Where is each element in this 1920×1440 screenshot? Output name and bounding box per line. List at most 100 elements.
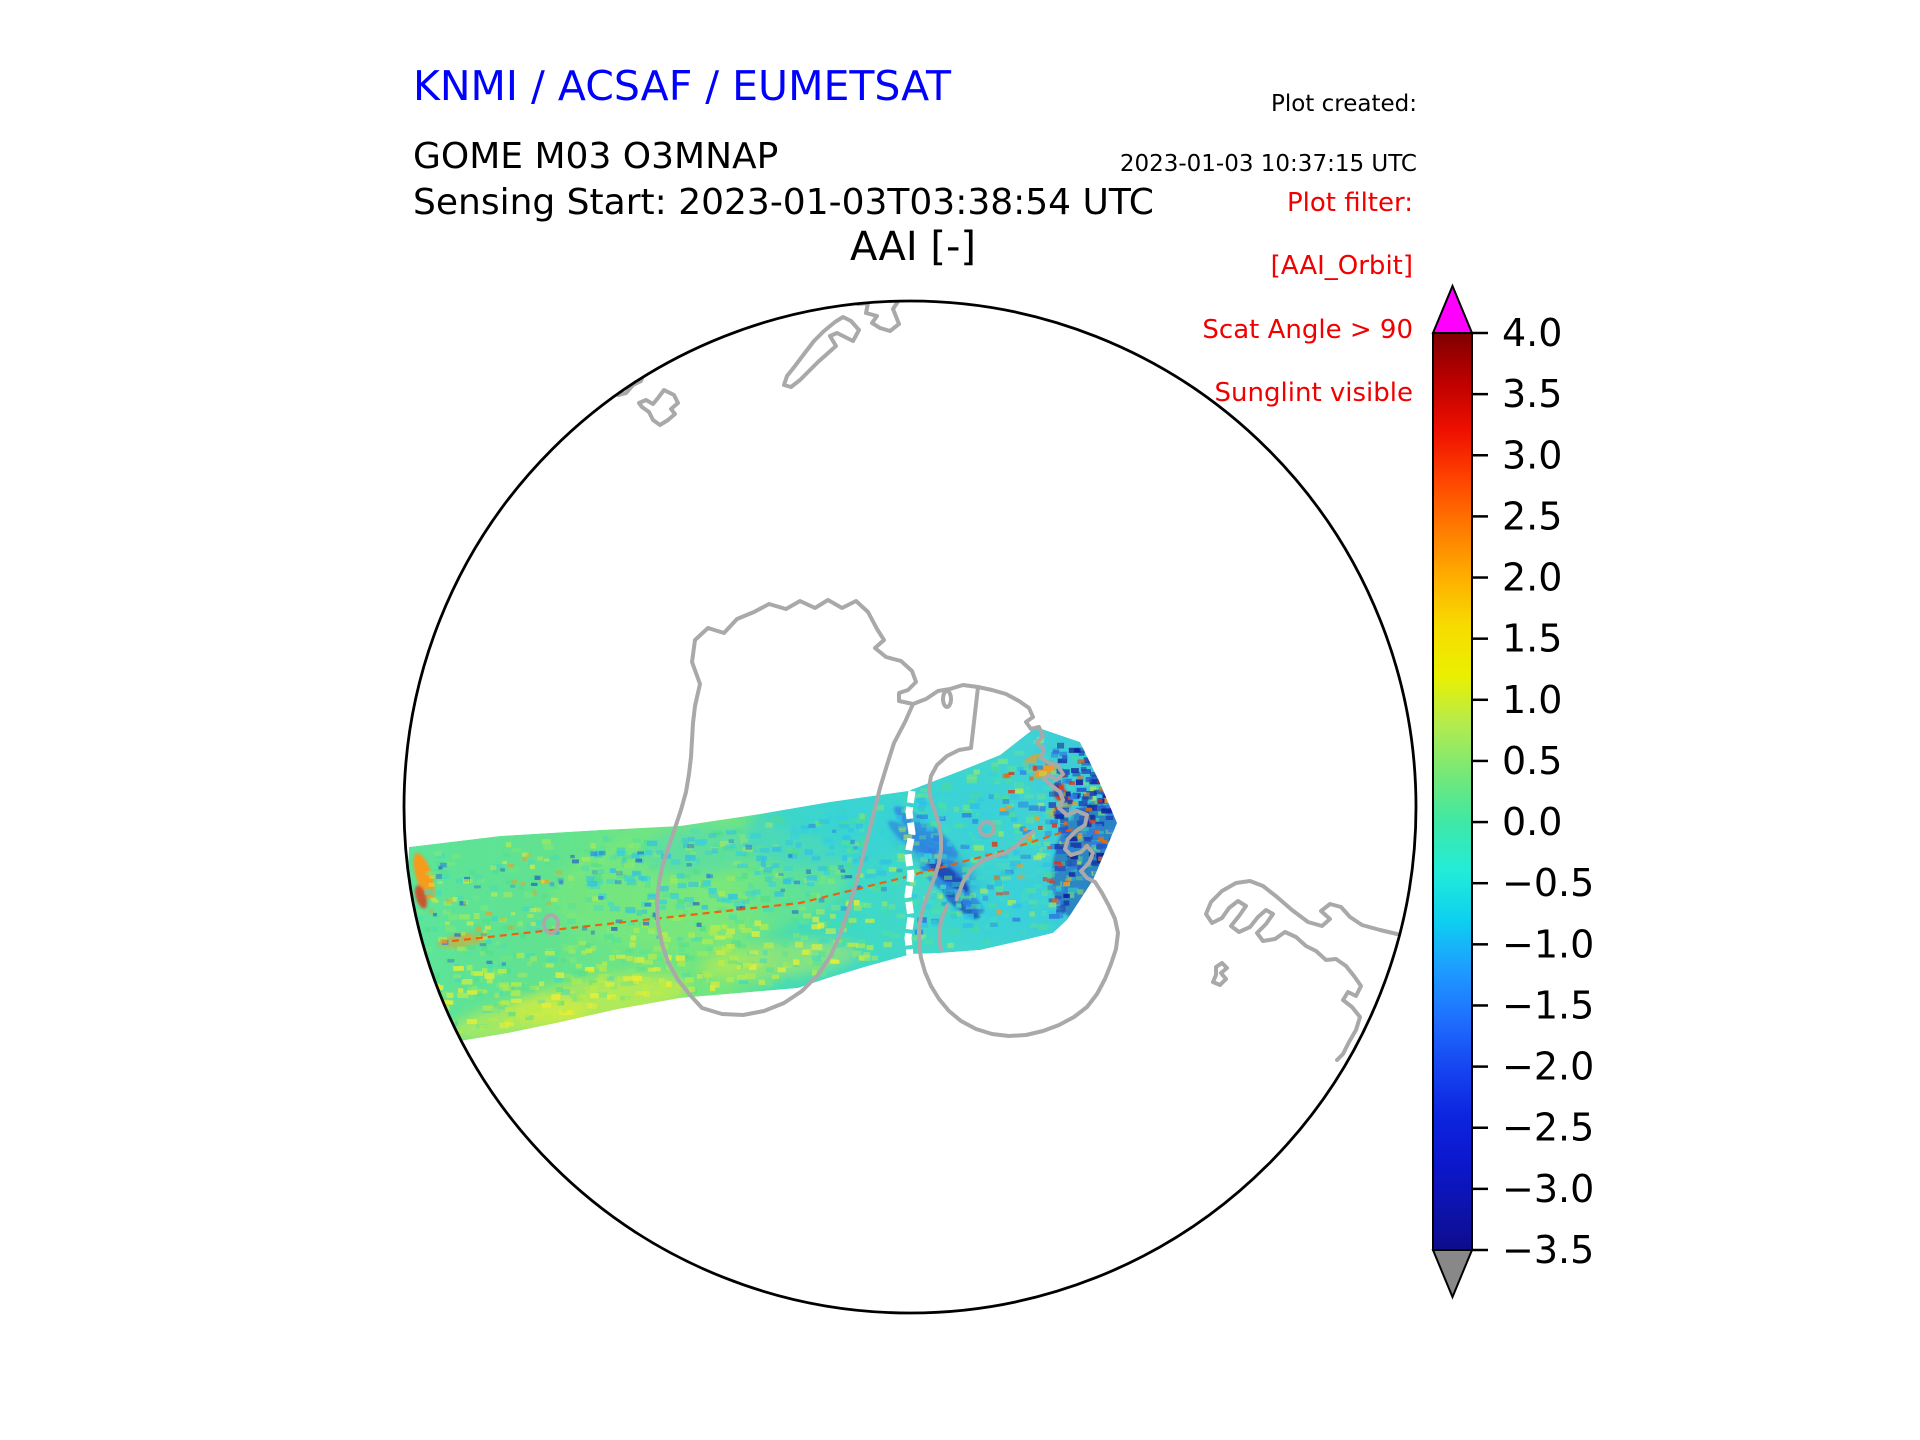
- swath-speckle: [865, 874, 876, 879]
- swath-speckle: [1074, 757, 1081, 763]
- swath-speckle: [825, 928, 836, 934]
- swath-speckle: [795, 842, 802, 848]
- swath-speckle: [683, 842, 689, 849]
- swath-speckle: [944, 889, 953, 896]
- swath-speckle: [740, 906, 746, 910]
- swath-speckle: [589, 884, 601, 889]
- swath-speckle: [568, 875, 574, 881]
- swath-speckle: [1023, 788, 1032, 795]
- swath-speckle: [1007, 765, 1017, 772]
- swath-speckle: [624, 996, 630, 1003]
- swath-speckle: [1094, 847, 1101, 853]
- swath-speckle: [539, 879, 544, 884]
- swath-speckle: [736, 975, 748, 981]
- swath-speckle: [609, 854, 617, 861]
- colorbar-tick-label: 0.0: [1502, 800, 1562, 844]
- swath-speckle: [604, 976, 615, 981]
- swath-speckle: [898, 800, 907, 806]
- swath-speckle: [1081, 840, 1092, 847]
- swath-speckle: [929, 858, 936, 864]
- swath-speckle: [641, 876, 648, 882]
- swath-speckle: [812, 969, 817, 976]
- swath-speckle: [817, 923, 825, 929]
- swath-speckle: [1027, 819, 1036, 825]
- swath-speckle: [475, 930, 482, 937]
- swath-speckle: [590, 930, 595, 935]
- swath-speckle: [1035, 867, 1046, 874]
- swath-speckle: [772, 863, 780, 868]
- swath-speckle: [690, 858, 697, 864]
- swath-speckle: [747, 883, 754, 889]
- swath-speckle: [728, 893, 738, 900]
- swath-speckle: [717, 907, 727, 912]
- colorbar-bar: [1432, 332, 1473, 1251]
- swath-speckle: [960, 895, 971, 901]
- swath-speckle: [546, 901, 552, 906]
- swath-speckle: [485, 939, 492, 945]
- swath-speckle: [681, 972, 691, 978]
- swath-speckle: [518, 1012, 529, 1018]
- swath-speckle: [998, 864, 1010, 869]
- swath-speckle: [731, 940, 741, 947]
- swath-speckle: [657, 912, 663, 918]
- swath-speckle: [598, 973, 609, 979]
- swath-speckle: [486, 977, 493, 984]
- swath-speckle: [849, 818, 860, 824]
- swath-speckle: [840, 939, 847, 945]
- swath-speckle: [946, 841, 953, 847]
- swath-speckle: [652, 852, 663, 858]
- swath-speckle: [1003, 912, 1010, 918]
- swath-speckle: [846, 863, 853, 868]
- swath-speckle: [881, 906, 887, 911]
- swath-speckle: [436, 861, 444, 867]
- swath-speckle: [701, 977, 707, 983]
- swath-speckle: [497, 968, 507, 974]
- swath-speckle: [581, 865, 590, 872]
- swath-speckle: [991, 767, 1000, 774]
- swath-speckle: [413, 1023, 423, 1029]
- swath-speckle: [918, 852, 924, 858]
- swath-speckle: [782, 942, 788, 948]
- swath-speckle: [505, 879, 516, 885]
- swath-speckle: [835, 898, 846, 905]
- swath-speckle: [616, 847, 626, 854]
- swath-speckle: [501, 962, 506, 966]
- swath-speckle: [1049, 791, 1059, 797]
- swath-speckle: [1068, 872, 1076, 877]
- swath-speckle: [706, 873, 711, 879]
- swath-speckle: [559, 880, 564, 885]
- swath-speckle: [898, 845, 907, 850]
- swath-speckle: [956, 903, 962, 908]
- swath-speckle: [848, 918, 857, 923]
- swath-speckle: [435, 874, 442, 879]
- swath-speckle: [1032, 765, 1044, 770]
- swath-speckle: [921, 823, 931, 828]
- swath-speckle: [1094, 765, 1104, 771]
- swath-speckle: [1091, 823, 1103, 830]
- swath-speckle: [677, 845, 688, 850]
- swath-speckle: [762, 870, 772, 875]
- swath-speckle: [552, 876, 563, 882]
- swath-speckle: [800, 935, 809, 940]
- swath-speckle: [1077, 832, 1083, 838]
- swath-speckle: [1028, 899, 1038, 905]
- colorbar-tick-label: 4.0: [1502, 311, 1562, 355]
- swath-speckle: [1097, 867, 1109, 873]
- swath-speckle: [1079, 816, 1089, 822]
- swath-speckle: [979, 812, 990, 818]
- swath-speckle: [466, 921, 474, 926]
- swath-speckle: [689, 900, 696, 905]
- swath-speckle: [842, 855, 848, 861]
- swath-speckle: [1029, 911, 1035, 917]
- swath-speckle: [414, 916, 423, 921]
- swath-speckle: [666, 981, 672, 987]
- swath-speckle: [1092, 760, 1099, 765]
- swath-speckle: [1046, 878, 1053, 883]
- swath-speckle: [850, 839, 855, 845]
- colorbar-tick-label: −2.5: [1502, 1106, 1594, 1150]
- swath-speckle: [704, 884, 712, 889]
- swath-speckle: [842, 835, 851, 841]
- swath-speckle: [806, 869, 811, 874]
- swath-speckle: [756, 963, 763, 968]
- swath-speckle: [855, 823, 863, 829]
